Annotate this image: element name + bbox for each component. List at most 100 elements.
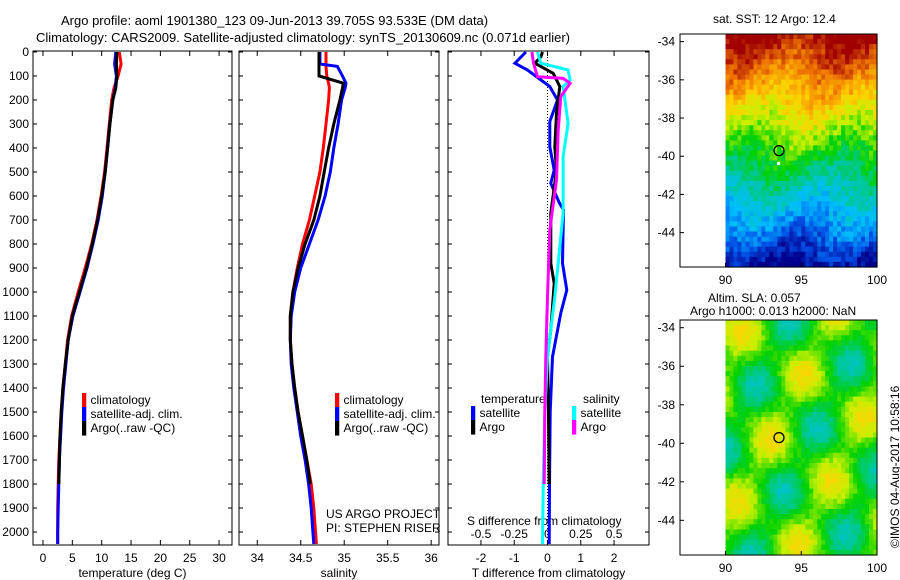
- sla-map-cell: [737, 401, 742, 408]
- sst-map-cell: [829, 216, 834, 222]
- sst-map-cell: [861, 145, 866, 152]
- sla-map-cell: [869, 452, 874, 459]
- sla-map-cell: [845, 457, 850, 464]
- sla-map-cell: [797, 468, 802, 474]
- sst-map-cell: [769, 39, 774, 45]
- sla-map-cell: [741, 544, 746, 551]
- sst-map-cell: [765, 175, 770, 182]
- sst-map-cell: [853, 104, 858, 111]
- sla-map-cell: [861, 366, 866, 372]
- sst-map-cell: [753, 39, 758, 45]
- sla-map-cell: [817, 437, 822, 444]
- sst-map-cell: [813, 99, 818, 106]
- x-tick-label: -1: [509, 551, 520, 565]
- sst-map-cell: [789, 256, 794, 263]
- sst-map-cell: [737, 241, 742, 248]
- sst-map-cell: [781, 49, 786, 55]
- sla-map-cell: [801, 529, 806, 536]
- sla-map-title-2: Argo h1000: 0.013 h2000: NaN: [690, 304, 857, 318]
- sst-map-cell: [845, 150, 850, 157]
- y-tick-label: 800: [9, 237, 29, 251]
- sla-map-cell: [801, 391, 806, 398]
- sla-map-cell: [781, 473, 786, 479]
- sst-map-cell: [825, 34, 830, 40]
- sst-map-cell: [865, 241, 870, 248]
- sla-map-cell: [825, 437, 830, 444]
- sst-map-cell: [757, 74, 762, 81]
- sla-map-cell: [829, 396, 834, 403]
- sla-map-cell: [761, 457, 766, 464]
- sst-map-cell: [753, 261, 758, 268]
- sst-map-cell: [761, 180, 766, 187]
- sst-map-cell: [753, 49, 758, 55]
- sst-map-cell: [841, 140, 846, 147]
- sst-map-cell: [845, 69, 850, 76]
- sst-map-cell: [833, 130, 838, 136]
- sst-map-cell: [745, 84, 750, 91]
- sla-map-cell: [741, 391, 746, 398]
- sla-map-cell: [757, 320, 762, 326]
- sst-map-cell: [801, 94, 806, 101]
- sst-map-cell: [861, 64, 866, 71]
- sla-map-cell: [837, 457, 842, 464]
- sst-map-cell: [817, 175, 822, 182]
- series-climatology: [56, 51, 123, 544]
- sla-map-cell: [845, 509, 850, 515]
- sla-map-cell: [845, 493, 850, 500]
- sla-map-cell: [853, 539, 858, 546]
- sst-map-cell: [753, 130, 758, 136]
- sla-map-cell: [853, 386, 858, 393]
- sla-map-cell: [873, 391, 878, 398]
- sla-map-cell: [805, 468, 810, 474]
- sla-map-cell: [789, 509, 794, 515]
- sla-map-cell: [741, 335, 746, 341]
- sst-map-cell: [793, 44, 798, 50]
- sst-map-cell: [817, 79, 822, 86]
- sst-map-cell: [737, 64, 742, 71]
- sst-map-cell: [749, 226, 754, 233]
- sst-map-cell: [865, 110, 870, 116]
- sst-map-cell: [725, 145, 731, 152]
- sst-map-cell: [853, 221, 858, 228]
- sla-map-cell: [749, 422, 754, 428]
- sla-map-cell: [773, 320, 778, 326]
- sst-map-cell: [797, 79, 802, 86]
- sst-map-cell: [809, 84, 814, 91]
- sla-map-cell: [769, 463, 774, 469]
- sla-map-cell: [749, 498, 754, 505]
- sla-map-cell: [785, 325, 790, 331]
- sla-map-cell: [773, 381, 778, 387]
- sla-map-cell: [849, 488, 854, 495]
- sla-map-cell: [865, 432, 870, 439]
- sst-map-cell: [813, 115, 818, 121]
- sst-map-cell: [757, 104, 762, 111]
- sla-map-cell: [769, 529, 774, 536]
- sst-map-cell: [725, 59, 731, 65]
- sst-map-cell: [749, 150, 754, 157]
- sla-map-cell: [733, 514, 738, 520]
- sla-map-cell: [869, 503, 874, 510]
- sla-map-cell: [781, 524, 786, 530]
- sla-map-cell: [729, 503, 734, 510]
- sla-map-cell: [729, 478, 734, 485]
- sla-map-cell: [853, 457, 858, 464]
- sst-map-cell: [761, 155, 766, 162]
- sla-map-cell: [817, 406, 822, 413]
- sla-map-cell: [845, 386, 850, 393]
- sla-map-cell: [733, 478, 738, 485]
- sst-map-cell: [861, 251, 866, 258]
- sla-map-cell: [809, 452, 814, 459]
- sla-map-cell: [773, 432, 778, 439]
- sst-map-cell: [825, 191, 830, 197]
- sst-map-cell: [821, 89, 826, 96]
- sst-map-cell: [769, 231, 774, 238]
- sla-map-cell: [853, 406, 858, 413]
- sst-map-cell: [829, 170, 834, 177]
- sla-map-cell: [853, 437, 858, 444]
- sla-map-cell: [765, 396, 770, 403]
- sst-map-cell: [769, 79, 774, 86]
- sst-map-cell: [817, 49, 822, 55]
- sla-map-cell: [797, 355, 802, 362]
- sla-map-cell: [821, 514, 826, 520]
- sst-map-cell: [873, 135, 878, 141]
